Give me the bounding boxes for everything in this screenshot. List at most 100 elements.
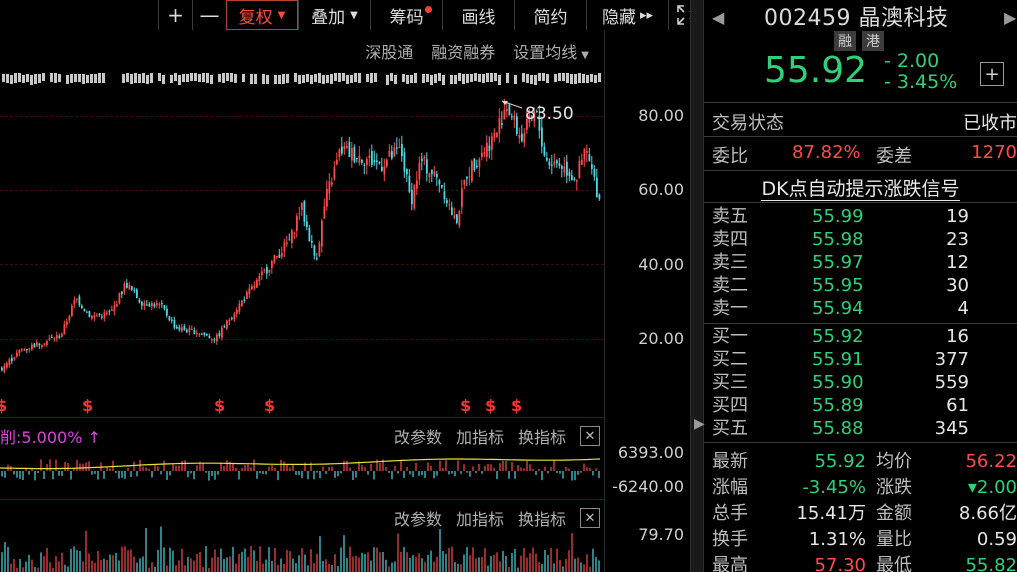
divider	[704, 442, 1017, 443]
candle-body	[496, 132, 498, 138]
candle-body	[243, 299, 246, 302]
ask-row[interactable]: 卖二 55.95 30	[712, 274, 1017, 297]
stock-code: 002459	[764, 6, 851, 31]
candle-body	[461, 188, 463, 208]
candle-body	[106, 312, 108, 314]
close-icon[interactable]: ✕	[580, 426, 600, 446]
stat-value: 55.92	[814, 451, 866, 472]
bid-row[interactable]: 买一 55.92 16	[712, 325, 1017, 348]
candle-body	[86, 311, 88, 313]
candle-body	[341, 146, 343, 154]
margin-badge: 融	[834, 31, 856, 51]
weibi-row: 委比 87.82% 委差 1270	[712, 142, 1017, 168]
prev-stock-icon[interactable]: ◀	[712, 8, 725, 27]
news-tick	[78, 74, 81, 82]
news-tick	[202, 73, 205, 82]
candle-body	[328, 181, 331, 194]
ask-volume: 30	[946, 275, 969, 296]
draw-line-button[interactable]: 画线	[442, 0, 514, 30]
stat-value: 15.41万	[796, 503, 866, 524]
chips-button[interactable]: 筹码	[370, 0, 442, 30]
candle-body	[503, 109, 506, 120]
news-tick	[146, 75, 149, 84]
signal-mark-icon: $	[214, 396, 225, 415]
collapse-arrow-icon[interactable]: ▶	[694, 416, 705, 432]
edit-params-button[interactable]: 改参数	[393, 510, 442, 529]
candle-body	[526, 118, 528, 130]
switch-indicator-button[interactable]: 换指标	[517, 510, 566, 529]
candle-body	[431, 169, 433, 175]
news-tick	[226, 73, 229, 81]
news-tick	[38, 74, 41, 83]
candle-body	[298, 213, 301, 215]
news-tick	[90, 74, 93, 83]
zoom-out-button[interactable]: —	[192, 0, 226, 30]
simple-mode-button[interactable]: 简约	[514, 0, 586, 30]
next-stock-icon[interactable]: ▶	[1004, 8, 1017, 27]
candle-body	[48, 338, 51, 340]
candle-body	[256, 279, 258, 288]
stat-value: 56.22	[965, 451, 1017, 472]
news-tick	[366, 74, 369, 82]
news-tick	[434, 74, 437, 83]
dk-signal-link[interactable]: DK点自动提示涨跌信号	[704, 174, 1017, 201]
bid-row[interactable]: 买五 55.88 345	[712, 417, 1017, 440]
news-tick	[326, 75, 329, 83]
candle-body	[478, 159, 481, 168]
bid-row[interactable]: 买二 55.91 377	[712, 348, 1017, 371]
candle-body	[441, 185, 443, 188]
candle-body	[168, 316, 171, 321]
add-watchlist-button[interactable]: +	[980, 62, 1004, 86]
indicator-1-label: 削:5.000% ↑	[0, 428, 101, 447]
candle-body	[198, 333, 201, 335]
last-price: 55.92	[764, 50, 868, 91]
fuquan-dropdown[interactable]: 复权 ▼	[226, 0, 298, 30]
candle-body	[436, 173, 438, 178]
candle-body	[361, 159, 363, 163]
edit-params-button[interactable]: 改参数	[393, 428, 442, 447]
candle-body	[161, 303, 163, 305]
add-indicator-button[interactable]: 加指标	[455, 510, 504, 529]
stat-value: 1.31%	[808, 529, 866, 550]
news-tick	[582, 74, 585, 83]
candle-body	[521, 133, 523, 142]
candle-body	[408, 175, 411, 192]
ask-price: 55.99	[812, 206, 864, 227]
news-tick	[490, 73, 493, 82]
candle-body	[591, 164, 593, 169]
candle-body	[78, 296, 81, 306]
margin-trading-link[interactable]: 融资融券	[431, 43, 496, 62]
candle-body	[281, 252, 283, 257]
candle-body	[293, 232, 296, 234]
ask-row[interactable]: 卖一 55.94 4	[712, 297, 1017, 320]
news-tick	[74, 74, 77, 82]
close-icon[interactable]: ✕	[580, 508, 600, 528]
ask-row[interactable]: 卖四 55.98 23	[712, 228, 1017, 251]
candle-body	[266, 266, 268, 274]
candle-body	[581, 159, 583, 165]
stock-badges: 融 港	[834, 31, 884, 51]
switch-indicator-button[interactable]: 换指标	[517, 428, 566, 447]
news-tick	[182, 74, 185, 82]
candle-body	[561, 166, 563, 169]
overlay-label: 叠加	[311, 7, 346, 28]
ask-row[interactable]: 卖三 55.97 12	[712, 251, 1017, 274]
kline-chart[interactable]: 83.50 $ $ $ $ $ $ $	[0, 0, 604, 572]
hide-button[interactable]: 隐藏 ▸▸	[586, 0, 668, 30]
ask-row[interactable]: 卖五 55.99 19	[712, 205, 1017, 228]
news-tick	[350, 75, 353, 83]
bid-row[interactable]: 买四 55.89 61	[712, 394, 1017, 417]
zoom-in-button[interactable]: +	[158, 0, 192, 30]
news-tick	[26, 74, 29, 82]
candle-body	[368, 155, 371, 158]
bid-row[interactable]: 买三 55.90 559	[712, 371, 1017, 394]
overlay-dropdown[interactable]: 叠加 ▼	[298, 0, 370, 30]
panel-splitter[interactable]	[690, 0, 704, 572]
ma-settings-link[interactable]: 设置均线 ▼	[513, 39, 589, 63]
add-indicator-button[interactable]: 加指标	[455, 428, 504, 447]
candle-body	[263, 269, 266, 271]
candle-body	[251, 286, 253, 290]
candle-body	[268, 269, 271, 273]
news-tick	[94, 74, 97, 83]
shenzhen-connect-link[interactable]: 深股通	[365, 43, 414, 62]
